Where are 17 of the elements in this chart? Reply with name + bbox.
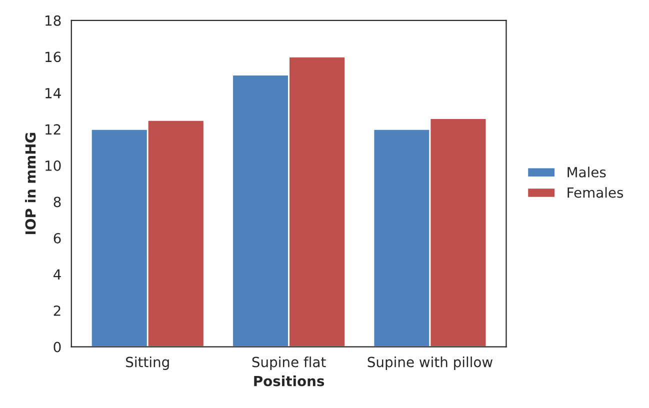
y-tick-label: 8	[54, 196, 61, 208]
y-tick-label: 2	[54, 306, 60, 316]
y-tick-label: 6	[54, 232, 61, 244]
x-tick-label: Supine flat	[252, 356, 326, 370]
y-axis-title: IOP in mmHG	[24, 132, 36, 234]
x-tick-label: Supine with pillow	[368, 356, 492, 370]
y-tick-label: 14	[46, 88, 61, 98]
y-tick-label: 4	[54, 269, 61, 280]
y-tick-label: 12	[46, 124, 60, 134]
y-tick-label: 16	[46, 52, 61, 62]
x-tick-label: Sitting	[126, 356, 169, 370]
y-tick-label: 18	[46, 15, 61, 26]
legend-label: Males	[568, 166, 606, 178]
y-tick-label: 0	[54, 342, 61, 352]
y-tick-label: 10	[46, 160, 61, 171]
x-axis-title: Positions	[254, 376, 324, 386]
legend-label: Females	[568, 187, 624, 198]
